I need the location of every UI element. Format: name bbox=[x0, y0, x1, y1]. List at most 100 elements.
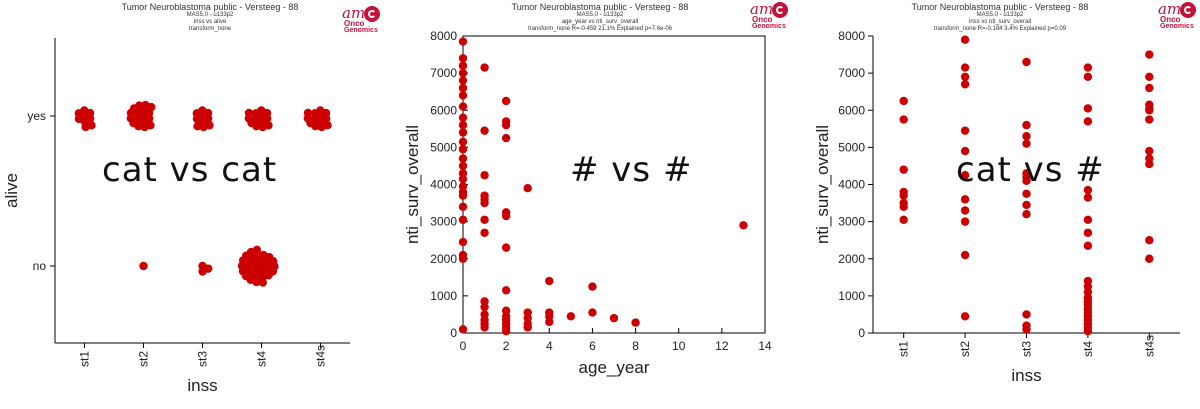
chart-title: Tumor Neuroblastoma public - Versteeg - … bbox=[511, 2, 689, 12]
y-tick-label: 3000 bbox=[838, 215, 865, 229]
data-point bbox=[960, 80, 970, 89]
y-tick-label: 6000 bbox=[838, 103, 865, 117]
x-tick-label: st3 bbox=[1020, 341, 1034, 357]
data-point bbox=[1145, 146, 1154, 156]
data-point bbox=[203, 108, 213, 118]
data-point bbox=[1145, 106, 1154, 115]
data-point bbox=[135, 101, 144, 110]
data-point bbox=[631, 318, 640, 327]
data-point bbox=[458, 76, 468, 85]
amonco-logo: am Onco Genomics bbox=[1158, 0, 1200, 32]
chart-subtitle-1: MAS5.0 - u133p2 bbox=[976, 12, 1024, 19]
data-point bbox=[1022, 132, 1031, 141]
data-point bbox=[140, 122, 149, 132]
y-tick-label: 4000 bbox=[838, 178, 865, 192]
data-point bbox=[458, 120, 468, 130]
data-point bbox=[501, 243, 511, 252]
chart-3-svg: 0 1000 2000 3000 4000 5000 6000 7000 8000 st1 st2 s… bbox=[813, 29, 1180, 385]
data-point bbox=[1083, 215, 1093, 224]
data-point bbox=[258, 278, 268, 287]
y-axis-label: nti_surv_overall bbox=[403, 125, 422, 244]
data-point bbox=[960, 63, 970, 72]
data-point bbox=[480, 228, 489, 237]
data-point bbox=[317, 122, 326, 132]
x-tick-label: 6 bbox=[589, 339, 596, 353]
data-point bbox=[501, 286, 511, 295]
y-tick-label: 8000 bbox=[430, 29, 457, 43]
data-point bbox=[960, 35, 970, 44]
data-point bbox=[588, 308, 597, 317]
data-point bbox=[1022, 189, 1031, 198]
logo-text-onco: Onco bbox=[752, 15, 773, 24]
data-point bbox=[1083, 185, 1093, 195]
data-point bbox=[458, 113, 468, 122]
data-point bbox=[458, 54, 468, 63]
logo-text-onco: Onco bbox=[1160, 15, 1181, 24]
data-point bbox=[458, 154, 468, 163]
x-tick-label: st2 bbox=[958, 341, 972, 357]
data-point bbox=[545, 317, 554, 327]
y-tick-label: 0 bbox=[450, 326, 457, 340]
y-tick-label: 5000 bbox=[430, 140, 457, 154]
x-tick-label: st3 bbox=[196, 351, 210, 367]
logo-ring-icon bbox=[364, 6, 380, 22]
data-point bbox=[199, 122, 208, 132]
data-point bbox=[458, 145, 468, 154]
data-point bbox=[523, 184, 532, 193]
data-point bbox=[501, 211, 511, 221]
amonco-logo: am Onco Genomics bbox=[750, 0, 800, 32]
y-tick-label: 3000 bbox=[430, 215, 457, 229]
y-tick-label: 6000 bbox=[430, 103, 457, 117]
chart-subtitle-1: MAS5.0 - u133p2 bbox=[576, 12, 624, 19]
data-point bbox=[899, 215, 908, 224]
x-tick-label: 0 bbox=[460, 339, 467, 353]
chart-subtitle-1: MAS5.0 - u133p2 bbox=[186, 12, 234, 19]
data-point bbox=[501, 120, 511, 130]
x-tick-label: 8 bbox=[632, 339, 639, 353]
data-point bbox=[458, 202, 468, 211]
data-point bbox=[193, 121, 202, 131]
data-point bbox=[458, 325, 468, 334]
data-point bbox=[899, 115, 908, 124]
x-tick-label: 10 bbox=[672, 339, 686, 353]
data-point bbox=[1022, 57, 1031, 67]
x-axis-label: age_year bbox=[579, 358, 650, 377]
data-point bbox=[458, 237, 468, 247]
panel-cat-vs-num: Tumor Neuroblastoma public - Versteeg - … bbox=[800, 0, 1200, 409]
x-tick-label: st1 bbox=[897, 341, 911, 357]
data-point bbox=[480, 171, 489, 180]
data-point bbox=[458, 191, 468, 200]
amonco-logo: am Onco Genomics bbox=[342, 4, 392, 36]
x-tick-label: st1 bbox=[78, 351, 92, 367]
logo-text-am: am bbox=[1158, 0, 1182, 18]
data-point bbox=[1083, 228, 1093, 237]
data-point bbox=[545, 276, 554, 286]
data-point bbox=[198, 267, 207, 276]
chart-2-svg: 0 2 4 6 8 10 12 14 0 1000 2000 3000 4000 5000 6000 7000… bbox=[403, 29, 772, 377]
data-point bbox=[139, 261, 148, 271]
data-point bbox=[480, 63, 489, 72]
logo-text-genomics: Genomics bbox=[1160, 23, 1194, 30]
data-point bbox=[85, 108, 95, 118]
data-point bbox=[1083, 72, 1093, 82]
data-point bbox=[458, 137, 468, 147]
x-tick-label: st4s bbox=[1142, 335, 1156, 357]
logo-text-am: am bbox=[750, 0, 774, 18]
data-point bbox=[1145, 50, 1154, 59]
data-point bbox=[523, 323, 532, 332]
chart-header: Tumor Neuroblastoma public - Versteeg - … bbox=[800, 2, 1200, 33]
y-tick-label: 8000 bbox=[838, 29, 865, 43]
x-tick-label: 14 bbox=[758, 339, 772, 353]
y-tick-label: 5000 bbox=[838, 140, 865, 154]
y-axis-label: nti_surv_overall bbox=[813, 125, 832, 244]
data-point bbox=[480, 215, 489, 224]
y-tick-label: 7000 bbox=[430, 66, 457, 80]
chart-subtitle-2: inss vs alive bbox=[193, 19, 227, 26]
data-point bbox=[81, 122, 90, 132]
data-point bbox=[1022, 210, 1031, 219]
y-tick-label: 0 bbox=[858, 326, 865, 340]
chart-title: Tumor Neuroblastoma public - Versteeg - … bbox=[121, 2, 299, 12]
data-point bbox=[1145, 235, 1154, 245]
data-point bbox=[899, 191, 908, 200]
x-axis-label: inss bbox=[187, 376, 217, 395]
